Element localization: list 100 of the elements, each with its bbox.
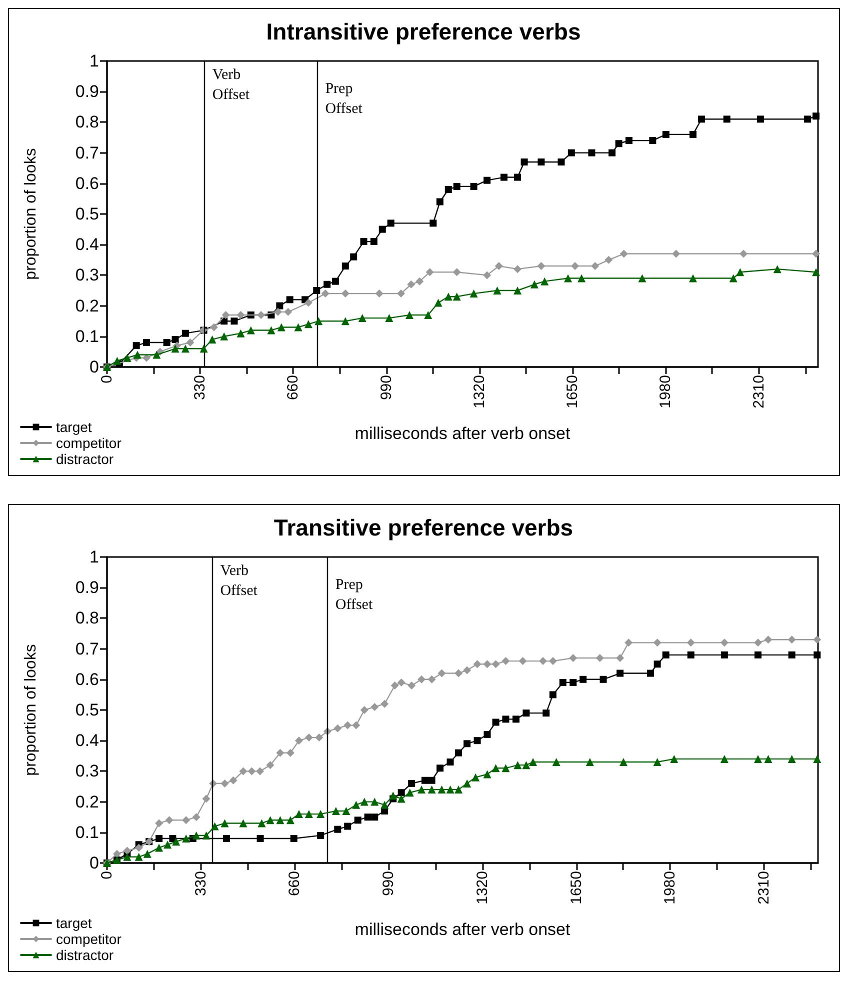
point bbox=[569, 654, 578, 662]
legend-label: distractor bbox=[56, 947, 114, 963]
y-tick-label: 0 bbox=[90, 358, 99, 376]
point bbox=[246, 326, 255, 334]
point bbox=[452, 292, 461, 301]
point bbox=[729, 274, 738, 282]
point bbox=[290, 835, 298, 842]
y-tick-label: 0 bbox=[90, 854, 99, 872]
x-axis-title: milliseconds after verb onset bbox=[354, 920, 570, 939]
x-tick-label: 330 bbox=[192, 871, 210, 896]
point bbox=[360, 706, 368, 714]
point bbox=[568, 149, 575, 156]
y-tick-label: 0.6 bbox=[75, 670, 99, 689]
y-tick-label: 0.5 bbox=[75, 204, 99, 224]
point bbox=[172, 336, 179, 343]
point bbox=[123, 852, 132, 861]
point bbox=[202, 794, 210, 803]
point bbox=[672, 250, 680, 258]
point bbox=[321, 290, 330, 298]
point bbox=[220, 332, 228, 340]
point bbox=[494, 262, 503, 270]
point bbox=[248, 767, 256, 776]
point bbox=[436, 764, 444, 772]
point bbox=[200, 344, 208, 353]
point bbox=[484, 730, 491, 738]
point bbox=[804, 116, 812, 123]
point bbox=[638, 274, 646, 282]
point bbox=[210, 323, 218, 332]
point bbox=[512, 716, 520, 723]
point bbox=[171, 344, 180, 353]
point bbox=[608, 149, 616, 156]
point bbox=[284, 308, 292, 316]
point bbox=[438, 786, 446, 794]
point bbox=[375, 290, 384, 298]
point bbox=[286, 748, 294, 757]
point bbox=[500, 174, 508, 181]
chart-title: Intransitive preference verbs bbox=[266, 18, 581, 44]
x-tick-label: 1980 bbox=[657, 375, 674, 408]
point bbox=[540, 277, 549, 286]
point bbox=[286, 296, 294, 304]
y-axis-title: proportion of looks bbox=[22, 148, 40, 280]
point bbox=[690, 130, 697, 138]
point bbox=[334, 826, 342, 833]
point bbox=[596, 654, 604, 662]
point bbox=[538, 158, 545, 166]
point bbox=[662, 651, 670, 658]
point bbox=[483, 271, 492, 280]
y-tick-label: 0.1 bbox=[75, 822, 99, 842]
point bbox=[773, 265, 782, 274]
point bbox=[398, 789, 405, 796]
point bbox=[236, 329, 245, 338]
point bbox=[418, 675, 426, 684]
point bbox=[483, 770, 492, 778]
point bbox=[186, 338, 194, 347]
point bbox=[352, 721, 360, 730]
point bbox=[202, 831, 210, 840]
point bbox=[483, 660, 492, 668]
point bbox=[518, 657, 527, 666]
x-axis-title: milliseconds after verb onset bbox=[354, 424, 570, 443]
point bbox=[502, 764, 510, 772]
point bbox=[472, 773, 480, 782]
point bbox=[266, 816, 274, 824]
point bbox=[378, 226, 386, 233]
point bbox=[493, 286, 502, 294]
point bbox=[434, 298, 442, 307]
point bbox=[385, 314, 394, 322]
legend-label: target bbox=[56, 419, 92, 435]
y-tick-label: 1 bbox=[90, 52, 99, 70]
point bbox=[304, 734, 313, 742]
point bbox=[341, 317, 350, 326]
legend-label: competitor bbox=[56, 931, 122, 947]
point bbox=[113, 356, 122, 365]
point bbox=[163, 339, 170, 346]
point bbox=[586, 758, 594, 766]
point bbox=[514, 286, 522, 294]
point bbox=[502, 716, 510, 723]
point bbox=[152, 350, 161, 359]
point bbox=[342, 806, 350, 815]
point bbox=[123, 846, 132, 855]
y-tick-label: 0.6 bbox=[75, 174, 99, 193]
y-tick-label: 0.5 bbox=[75, 700, 99, 720]
point bbox=[754, 651, 762, 658]
point bbox=[324, 280, 331, 288]
point bbox=[208, 335, 216, 344]
point bbox=[754, 638, 762, 647]
y-tick-label: 0.1 bbox=[75, 326, 99, 346]
point bbox=[653, 758, 662, 766]
point bbox=[625, 137, 632, 144]
point bbox=[418, 786, 426, 794]
point bbox=[266, 761, 274, 770]
x-tick-label: 1980 bbox=[662, 871, 679, 904]
point bbox=[165, 816, 174, 824]
point bbox=[143, 850, 152, 858]
point bbox=[112, 850, 121, 858]
point bbox=[222, 310, 230, 319]
point bbox=[181, 344, 190, 353]
y-axis-title: proportion of looks bbox=[22, 644, 40, 776]
point bbox=[406, 788, 414, 797]
point bbox=[314, 317, 323, 326]
ref-line-label: Prep Offset bbox=[335, 577, 374, 613]
